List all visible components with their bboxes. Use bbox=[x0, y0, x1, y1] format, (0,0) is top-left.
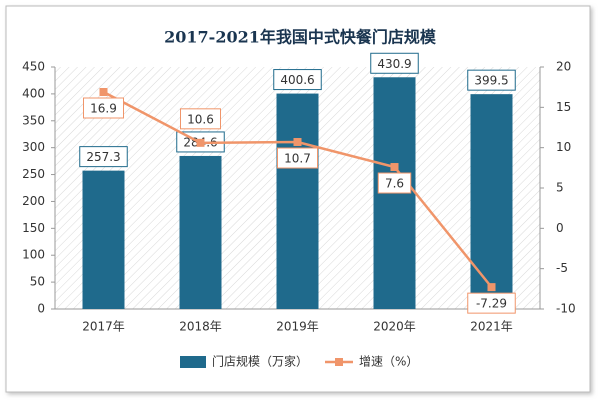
bar bbox=[470, 94, 513, 309]
line-marker bbox=[196, 138, 205, 147]
line-marker bbox=[390, 163, 399, 172]
x-tick-label: 2017年 bbox=[82, 320, 125, 334]
data-label-box bbox=[467, 292, 516, 314]
x-tick-label: 2018年 bbox=[179, 320, 222, 334]
line-marker bbox=[293, 138, 302, 147]
legend-swatch bbox=[180, 356, 206, 368]
x-tick-label: 2019年 bbox=[276, 320, 319, 334]
data-label: 399.5 bbox=[474, 74, 508, 88]
bar bbox=[82, 170, 125, 309]
data-label-box bbox=[79, 146, 128, 168]
legend-label: 增速（%） bbox=[359, 355, 418, 369]
y2-tick-label: 20 bbox=[556, 60, 571, 74]
data-label: 7.6 bbox=[385, 177, 404, 191]
y-tick-label: 100 bbox=[22, 248, 45, 262]
y2-tick-label: -10 bbox=[556, 302, 576, 316]
y2-tick-label: 10 bbox=[556, 140, 571, 154]
data-label: 430.9 bbox=[377, 57, 411, 71]
x-tick-label: 2020年 bbox=[373, 320, 416, 334]
data-label-box bbox=[180, 108, 221, 130]
y2-tick-label: 5 bbox=[556, 181, 564, 195]
data-label: 400.6 bbox=[280, 73, 314, 87]
y-tick-label: 400 bbox=[22, 86, 45, 100]
data-label-box bbox=[377, 172, 412, 194]
data-label-box bbox=[83, 97, 124, 119]
data-label-box bbox=[370, 52, 419, 74]
data-label: 10.7 bbox=[284, 152, 311, 166]
legend-label: 门店规模（万家） bbox=[212, 354, 308, 369]
x-tick-label: 2021年 bbox=[470, 320, 513, 334]
y-tick-label: 50 bbox=[30, 275, 45, 289]
y2-tick-label: 0 bbox=[556, 221, 564, 235]
data-label: 10.6 bbox=[187, 112, 214, 126]
chart-title: 2017-2021年我国中式快餐门店规模 bbox=[164, 28, 437, 47]
data-label-box bbox=[277, 147, 318, 169]
data-label-box bbox=[273, 69, 322, 91]
bar bbox=[276, 93, 319, 309]
data-label-box bbox=[467, 69, 516, 91]
y-tick-label: 250 bbox=[22, 167, 45, 181]
y-tick-label: 300 bbox=[22, 140, 45, 154]
y2-tick-label: 15 bbox=[556, 100, 571, 114]
legend-marker bbox=[335, 358, 343, 366]
y-tick-label: 200 bbox=[22, 194, 45, 208]
y-tick-label: 150 bbox=[22, 221, 45, 235]
data-label: 257.3 bbox=[86, 150, 120, 164]
data-label: -7.29 bbox=[476, 297, 507, 311]
bar bbox=[179, 155, 222, 309]
line-marker bbox=[99, 88, 108, 97]
y2-tick-label: -5 bbox=[556, 261, 568, 275]
y-tick-label: 0 bbox=[37, 302, 45, 316]
y-tick-label: 450 bbox=[22, 60, 45, 74]
y-tick-label: 350 bbox=[22, 113, 45, 127]
line-marker bbox=[487, 283, 496, 292]
data-label: 16.9 bbox=[90, 102, 117, 116]
